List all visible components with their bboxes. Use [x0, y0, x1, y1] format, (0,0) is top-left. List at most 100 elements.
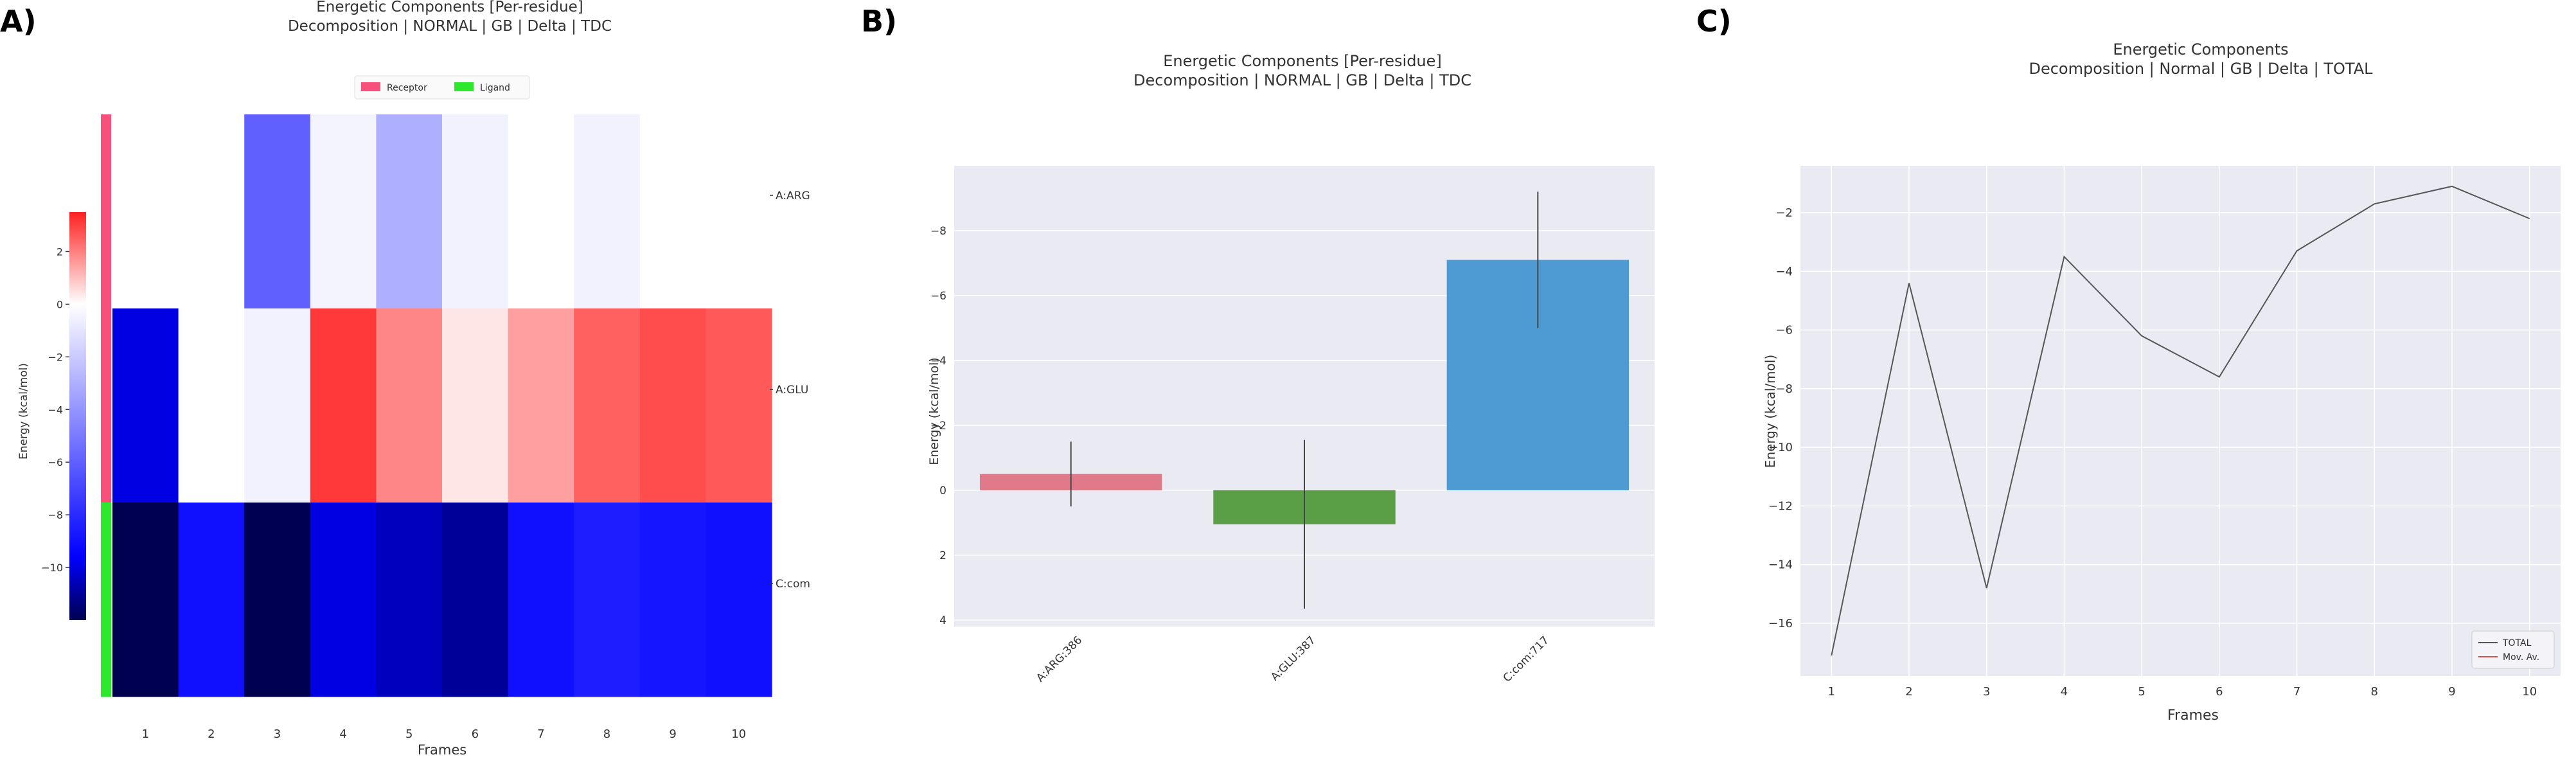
- x-tick-label: 5: [405, 727, 413, 741]
- x-tick-label: 7: [537, 727, 544, 741]
- x-tick-label: 6: [472, 727, 479, 741]
- legend-label: Receptor: [387, 83, 427, 93]
- heatmap-title-line1: Energetic Components [Per-residue]: [316, 0, 583, 15]
- row-label: A:ARG:386: [776, 190, 810, 202]
- colorbar-label: Energy (kcal/mol): [17, 363, 30, 459]
- heatmap-cell: [112, 308, 179, 503]
- heatmap-cell: [244, 308, 311, 503]
- heatmap-cell: [639, 114, 706, 309]
- heatmap-cell: [574, 503, 641, 697]
- y-tick-label: −8: [1775, 382, 1793, 396]
- heatmap-title-line2: Decomposition | NORMAL | GB | Delta | TD…: [288, 18, 612, 35]
- heatmap-cell: [639, 503, 706, 697]
- heatmap-chart: Energetic Components [Per-residue] Decom…: [17, 0, 810, 757]
- x-tick-label: 2: [208, 727, 215, 741]
- panel-c: C) Energetic Components Decomposition | …: [1696, 0, 2576, 757]
- heatmap-cell: [442, 503, 509, 697]
- heatmap-cell: [442, 308, 509, 503]
- heatmap-cell: [508, 308, 574, 503]
- line-y-axis-label: Energy (kcal/mol): [1763, 355, 1778, 468]
- y-tick-label: −2: [1775, 206, 1793, 220]
- legend-label: Mov. Av.: [2503, 652, 2539, 663]
- x-tick-label: 10: [731, 727, 746, 741]
- line-x-ticks: 1 2 3 4 5 6 7 8 9 10: [1828, 685, 2537, 699]
- x-tick-label: 9: [2448, 685, 2455, 699]
- row-group-marker: [101, 308, 111, 503]
- colorbar-tick-label: 0: [57, 298, 63, 310]
- line-title-line2: Decomposition | Normal | GB | Delta | TO…: [2029, 60, 2373, 78]
- heatmap-cells: [112, 114, 772, 697]
- y-tick-label: 2: [939, 549, 946, 562]
- colorbar-tick-label: 2: [57, 245, 63, 258]
- x-tick-label: 1: [142, 727, 149, 741]
- panel-a-label: A): [0, 4, 37, 39]
- heatmap-cell: [178, 114, 245, 309]
- colorbar-tick-label: −6: [48, 456, 63, 468]
- y-tick-label: −8: [930, 225, 946, 238]
- legend-swatch: [454, 82, 474, 91]
- line-legend: TOTAL Mov. Av.: [2471, 630, 2555, 669]
- heatmap-cell: [244, 503, 311, 697]
- series-line-total: [1831, 185, 2530, 656]
- y-tick-label: −16: [1768, 617, 1793, 630]
- line-chart: Energetic Components Decomposition | Nor…: [1763, 40, 2561, 724]
- colorbar-gradient: [69, 212, 86, 620]
- x-tick-label: 6: [2216, 685, 2223, 699]
- y-tick-label: −12: [1768, 499, 1793, 513]
- line-y-ticks: −2 −4 −6 −8 −10 −12 −14 −16: [1768, 206, 1793, 630]
- x-tick-label: 7: [2293, 685, 2300, 699]
- x-tick-label: A:GLU:387: [1268, 634, 1318, 683]
- y-tick-label: −4: [1775, 265, 1793, 278]
- heatmap-cell: [442, 114, 509, 309]
- x-tick-label: C:com:717: [1501, 634, 1552, 684]
- heatmap-cell: [574, 114, 641, 309]
- y-tick-label: −10: [1768, 441, 1793, 454]
- bar-y-ticks: 4 2 0 −2 −4 −6 −8: [930, 225, 946, 627]
- heatmap-cell: [244, 114, 311, 309]
- heatmap-cell: [178, 308, 245, 503]
- legend-swatch: [361, 82, 380, 91]
- heatmap-cell: [508, 114, 574, 309]
- line-series: [1831, 185, 2530, 656]
- heatmap-cell: [508, 503, 574, 697]
- heatmap-cell: [376, 308, 443, 503]
- row-labels: A:ARG:386 A:GLU:387 C:com:717: [770, 190, 810, 591]
- heatmap-cell: [706, 114, 772, 309]
- bar-title-line1: Energetic Components [Per-residue]: [1163, 52, 1442, 70]
- x-tick-label: 9: [669, 727, 676, 741]
- heatmap-x-axis-label: Frames: [418, 742, 466, 757]
- heatmap-cell: [112, 503, 179, 697]
- heatmap-cell: [376, 114, 443, 309]
- colorbar: 2 0 −2 −4 −6 −8 −10: [41, 212, 86, 620]
- heatmap-cell: [574, 308, 641, 503]
- legend-box: [2471, 630, 2555, 669]
- colorbar-tick-label: −4: [48, 404, 63, 416]
- y-tick-label: 4: [939, 614, 946, 627]
- heatmap-cell: [376, 503, 443, 697]
- heatmap-cell: [112, 114, 179, 309]
- y-tick-label: −2: [930, 420, 946, 432]
- panel-b-label: B): [861, 4, 898, 39]
- y-tick-label: −6: [930, 290, 946, 303]
- panel-b: B) Energetic Components [Per-residue] De…: [861, 0, 1671, 757]
- y-tick-label: −4: [930, 355, 946, 368]
- heatmap-cell: [310, 503, 377, 697]
- x-tick-label: 10: [2522, 685, 2537, 699]
- colorbar-tick-label: −2: [48, 351, 63, 363]
- x-tick-label: 2: [1905, 685, 1912, 699]
- row-label: C:com:717: [776, 578, 810, 591]
- row-group-marker: [101, 114, 111, 309]
- bar-y-axis-label: Energy (kcal/mol): [927, 357, 941, 465]
- x-tick-label: 8: [603, 727, 610, 741]
- bars: [979, 191, 1630, 609]
- x-tick-label: 4: [2061, 685, 2068, 699]
- panel-a: A) Energetic Components [Per-residue] De…: [0, 0, 810, 757]
- bar-x-ticks: A:ARG:386 A:GLU:387 C:com:717: [1034, 634, 1552, 684]
- line-title-line1: Energetic Components: [2113, 40, 2288, 58]
- heatmap-cell: [706, 503, 772, 697]
- bar-title-line2: Decomposition | NORMAL | GB | Delta | TD…: [1133, 71, 1471, 89]
- colorbar-tick-label: −8: [48, 509, 63, 521]
- bar-chart: Energetic Components [Per-residue] Decom…: [927, 52, 1655, 685]
- x-tick-label: 8: [2371, 685, 2378, 699]
- legend-box: [354, 75, 530, 100]
